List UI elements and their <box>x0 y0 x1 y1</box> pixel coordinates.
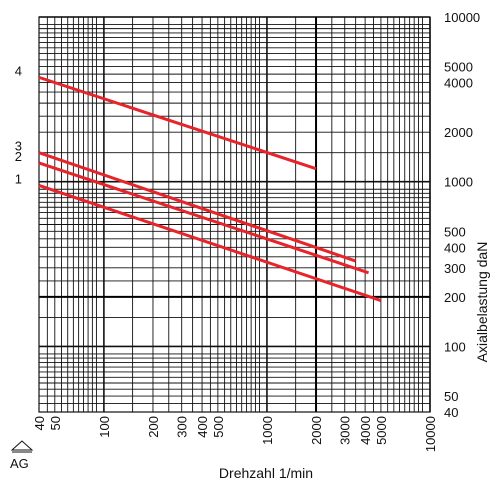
x-tick-label: 5000 <box>374 416 389 445</box>
x-tick-label: 100 <box>97 416 112 438</box>
ag-triangle-icon <box>10 440 34 451</box>
y-tick-label: 1000 <box>444 175 473 190</box>
x-axis-title: Drehzahl 1/min <box>219 465 313 481</box>
y-tick-label: 4000 <box>444 76 473 91</box>
y-tick-label: 10000 <box>444 10 480 25</box>
y-tick-label: 300 <box>444 261 466 276</box>
y-tick-label: 100 <box>444 339 466 354</box>
x-tick-label: 10000 <box>423 416 438 452</box>
series-label-4: 4 <box>15 63 22 78</box>
y-tick-label: 5000 <box>444 60 473 75</box>
x-tick-label: 500 <box>211 416 226 438</box>
y-axis-title: Axialbelastung daN <box>474 242 490 363</box>
ag-marker: AG <box>10 440 34 471</box>
x-tick-label: 50 <box>48 416 63 430</box>
x-tick-label: 40 <box>32 416 47 430</box>
y-tick-label: 40 <box>444 405 458 420</box>
x-tick-label: 1000 <box>260 416 275 445</box>
y-tick-label: 400 <box>444 240 466 255</box>
series-label-3: 3 <box>15 139 22 154</box>
y-tick-label: 200 <box>444 290 466 305</box>
y-tick-label: 500 <box>444 224 466 239</box>
series-labels: 1 23 4 <box>15 63 22 186</box>
x-tick-label: 300 <box>175 416 190 438</box>
chart-grid <box>38 16 431 413</box>
chart-series <box>38 75 382 302</box>
series-line-2 <box>38 161 370 275</box>
series-label-2: 2 <box>15 149 22 164</box>
series-line-3 <box>38 151 357 263</box>
x-tick-label: 200 <box>146 416 161 438</box>
y-tick-label: 2000 <box>444 125 473 140</box>
x-tick-label: 3000 <box>338 416 353 445</box>
y-tick-label: 50 <box>444 389 458 404</box>
x-tick-label: 4000 <box>358 416 373 445</box>
x-tick-label: 400 <box>195 416 210 438</box>
series-label-1: 1 <box>15 171 22 186</box>
series-line-1 <box>38 183 382 302</box>
x-tick-label: 2000 <box>309 416 324 445</box>
x-tick-labels: 40 50 100 200 300 400 500 1000 2000 3000 4000 5000 1… <box>32 416 438 452</box>
series-line-4 <box>38 75 317 171</box>
ag-label: AG <box>10 456 29 471</box>
plot-frame <box>38 16 431 413</box>
